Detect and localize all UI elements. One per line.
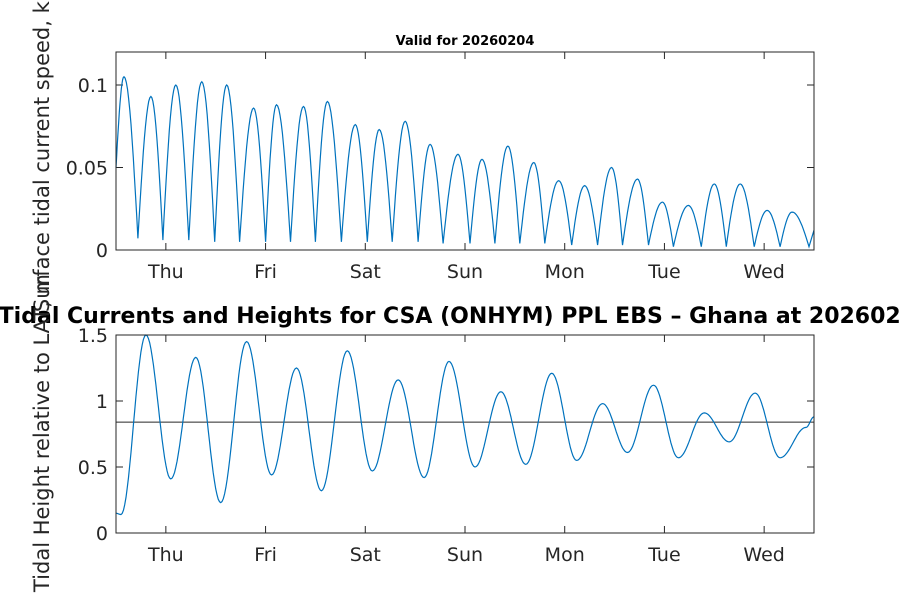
tidal-height-panel: Tidal Currents and Heights for CSA (ONHY… [0,274,900,593]
tidal-height-series-line [116,334,815,516]
tidal-height-x-tick-label: Wed [743,544,784,566]
current-speed-y-tick-label: 0 [96,240,108,262]
tidal-height-y-tick-label: 0.5 [78,457,108,479]
tidal-height-x-tick-label: Mon [545,544,585,566]
current-speed-x-tick-label: Thu [147,261,184,283]
current-speed-y-tick-label: 0.05 [66,158,108,180]
tidal-height-y-tick-label: 1.5 [78,325,108,347]
tidal-height-x-tick-label: Tue [647,544,680,566]
current-speed-x-tick-label: Fri [254,261,277,283]
current-speed-x-tick-label: Tue [647,261,680,283]
tidal-height-x-tick-label: Sun [447,544,483,566]
current-speed-y-axis-label: Surface tidal current speed, kn [30,0,54,312]
tidal-height-axis-ticks: 0 0.5 1 1.5 Thu Fri Sat Sun Mon Tue Wed [78,325,814,566]
tidal-height-title: Tidal Currents and Heights for CSA (ONHY… [0,304,900,329]
current-speed-x-tick-label: Mon [545,261,585,283]
current-speed-title: Valid for 20260204 [396,34,535,49]
current-speed-x-tick-label: Sat [350,261,381,283]
current-speed-axes-frame [115,51,815,251]
current-speed-series-line [115,75,815,249]
tidal-height-x-tick-label: Fri [254,544,277,566]
tidal-height-x-tick-label: Sat [350,544,381,566]
tidal-height-axes-frame [115,334,815,534]
current-speed-panel: Valid for 20260204 Surface tidal current… [30,0,815,312]
current-speed-y-tick-label: 0.1 [78,75,108,97]
tidal-height-y-axis-label: Tidal Height relative to LAT, m [30,274,54,593]
tidal-height-y-tick-label: 1 [96,391,108,413]
tidal-height-x-tick-label: Thu [147,544,184,566]
tidal-height-y-tick-label: 0 [96,523,108,545]
current-speed-axis-ticks: 0 0.05 0.1 Thu Fri Sat Sun Mon Tue Wed [66,52,814,283]
current-speed-x-tick-label: Sun [447,261,483,283]
current-speed-x-tick-label: Wed [743,261,784,283]
